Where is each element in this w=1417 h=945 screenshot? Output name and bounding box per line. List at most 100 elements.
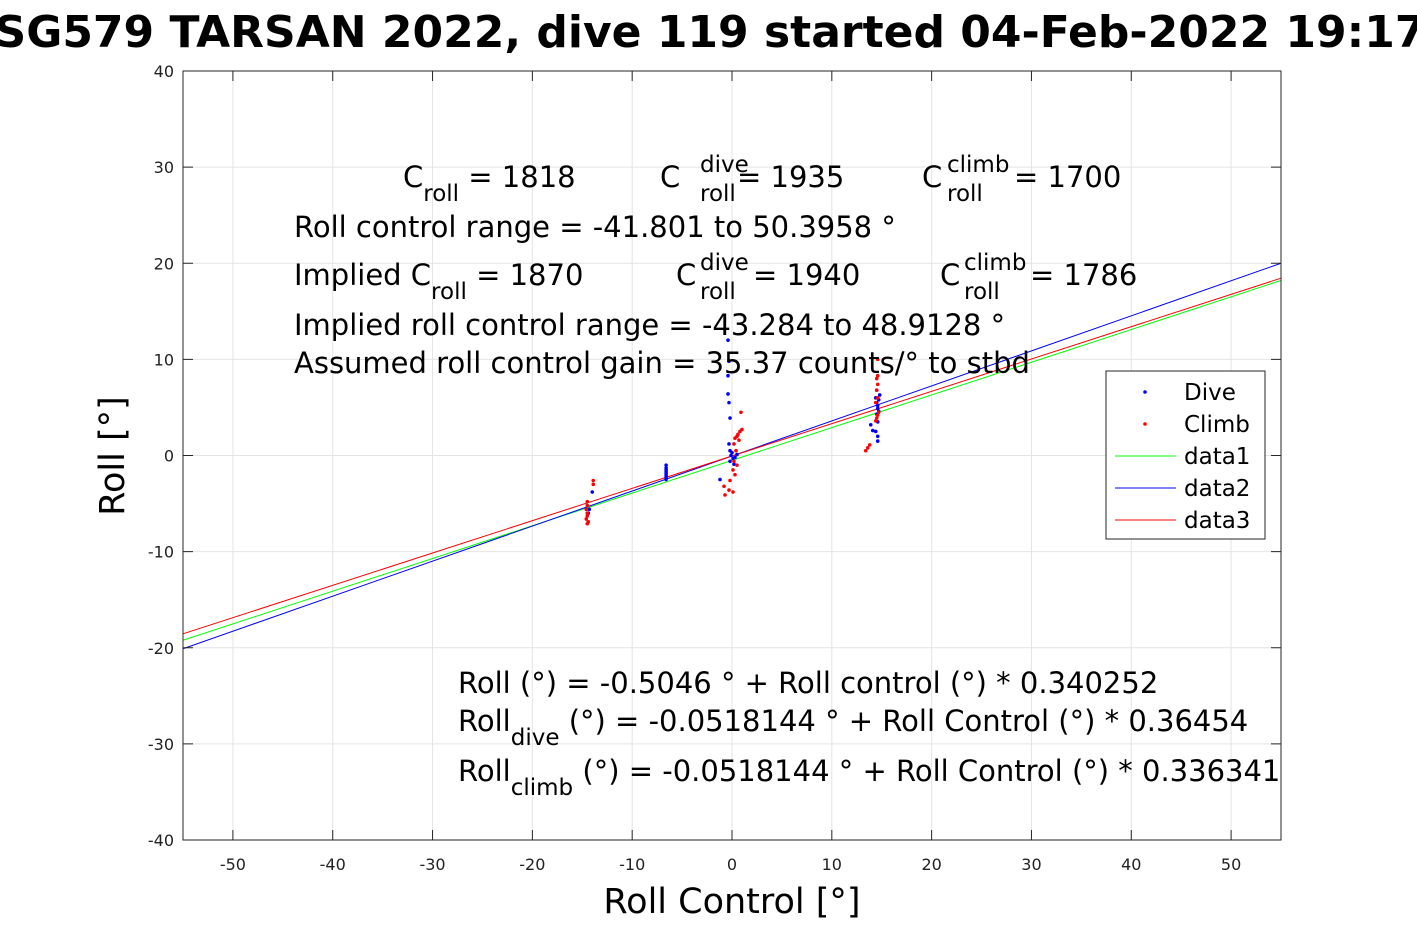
axis-ticks bbox=[183, 70, 1281, 841]
y-tick-label: 10 bbox=[154, 350, 174, 369]
y-tick-label: -10 bbox=[148, 543, 174, 562]
annotations: Croll = 1818 C dive roll = 1935 C climb … bbox=[294, 152, 1280, 801]
climb-point bbox=[585, 499, 590, 504]
climb-point bbox=[734, 448, 738, 453]
dive-point bbox=[877, 393, 882, 397]
annotation-implied-c-roll: Implied Croll = 1870 bbox=[294, 258, 583, 305]
dive-point bbox=[875, 403, 880, 408]
svg-text:dive: dive bbox=[700, 250, 749, 276]
climb-point bbox=[731, 490, 735, 494]
climb-point bbox=[876, 410, 881, 415]
dive-point bbox=[664, 477, 668, 482]
climb-point bbox=[873, 419, 878, 423]
dive-point bbox=[726, 373, 730, 378]
svg-text:climb: climb bbox=[964, 250, 1026, 276]
dive-point bbox=[590, 490, 595, 494]
svg-text:dive: dive bbox=[700, 152, 749, 178]
climb-point bbox=[731, 468, 735, 472]
annotation-control-range: Roll control range = -41.801 to 50.3958 … bbox=[294, 210, 896, 244]
x-tick-labels: -50 -40 -30 -20 -10 0 10 20 30 40 50 bbox=[220, 855, 1241, 874]
svg-text:roll: roll bbox=[700, 181, 736, 207]
annotation-c-roll: Croll = 1818 bbox=[403, 160, 576, 207]
annotation-implied-range: Implied roll control range = -43.284 to … bbox=[294, 308, 1005, 342]
climb-point bbox=[874, 416, 879, 420]
climb-point bbox=[735, 434, 739, 439]
climb-point bbox=[591, 478, 596, 483]
climb-point bbox=[874, 388, 879, 392]
annotation-fit-all: Roll (°) = -0.5046 ° + Roll control (°) … bbox=[458, 666, 1158, 700]
climb-point bbox=[723, 493, 727, 497]
svg-text:roll: roll bbox=[947, 181, 983, 207]
climb-point bbox=[585, 503, 590, 508]
climb-point bbox=[591, 482, 596, 487]
climb-point bbox=[727, 488, 731, 492]
svg-text:= 1935: = 1935 bbox=[737, 160, 844, 194]
annotation-gain: Assumed roll control gain = 35.37 counts… bbox=[294, 346, 1030, 380]
x-tick-label: 20 bbox=[921, 855, 941, 874]
dive-point bbox=[875, 439, 880, 443]
climb-point bbox=[585, 514, 590, 518]
annotation-fit-climb: Rollclimb (°) = -0.0518144 ° + Roll Cont… bbox=[458, 754, 1280, 801]
dive-point bbox=[875, 406, 880, 411]
legend-swatch-climb bbox=[1143, 422, 1147, 426]
climb-point bbox=[875, 382, 880, 387]
x-tick-label: -30 bbox=[419, 855, 445, 874]
climb-point bbox=[722, 484, 726, 489]
dive-point bbox=[726, 338, 730, 342]
svg-text:= 1700: = 1700 bbox=[1014, 160, 1121, 194]
y-tick-label: 30 bbox=[154, 158, 174, 177]
dive-point bbox=[664, 463, 668, 467]
x-tick-label: 10 bbox=[822, 855, 842, 874]
legend-label-data2: data2 bbox=[1184, 476, 1250, 502]
svg-text:C: C bbox=[922, 160, 942, 194]
dive-point bbox=[875, 434, 880, 439]
legend-box bbox=[1105, 370, 1266, 540]
svg-text:climb: climb bbox=[947, 152, 1009, 178]
svg-text:roll: roll bbox=[964, 279, 1000, 305]
y-tick-label: -40 bbox=[148, 831, 174, 850]
dive-point bbox=[870, 428, 875, 433]
x-tick-label: 0 bbox=[727, 855, 737, 874]
y-tick-label: -20 bbox=[148, 639, 174, 658]
climb-point bbox=[584, 517, 589, 521]
climb-point bbox=[873, 400, 878, 405]
dive-point bbox=[727, 400, 731, 405]
climb-point bbox=[732, 442, 736, 446]
dive-point bbox=[728, 459, 732, 464]
svg-text:roll: roll bbox=[700, 279, 736, 305]
y-tick-label: 40 bbox=[154, 62, 174, 81]
dive-point bbox=[718, 477, 722, 482]
dive-point bbox=[873, 429, 878, 434]
dive-point bbox=[726, 392, 730, 396]
dive-point bbox=[733, 455, 737, 460]
svg-text:= 1940: = 1940 bbox=[753, 258, 860, 292]
svg-text:C: C bbox=[676, 258, 696, 292]
x-tick-label: 40 bbox=[1121, 855, 1141, 874]
chart-title: SG579 TARSAN 2022, dive 119 started 04-F… bbox=[0, 7, 1417, 58]
dive-point bbox=[729, 453, 733, 458]
legend-label-climb: Climb bbox=[1184, 412, 1250, 438]
svg-text:C: C bbox=[940, 258, 960, 292]
svg-text:C: C bbox=[660, 160, 680, 194]
x-tick-label: 50 bbox=[1221, 855, 1241, 874]
climb-point bbox=[732, 459, 736, 464]
dive-point bbox=[728, 416, 732, 420]
climb-point bbox=[585, 521, 590, 526]
x-tick-label: 30 bbox=[1021, 855, 1041, 874]
dive-point bbox=[727, 359, 731, 364]
y-tick-label: -30 bbox=[148, 735, 174, 754]
annotation-implied-c-roll-dive: C dive roll = 1940 bbox=[676, 250, 860, 305]
climb-point bbox=[740, 427, 744, 432]
y-axis-label: Roll [°] bbox=[93, 396, 133, 516]
x-tick-label: -50 bbox=[220, 855, 246, 874]
svg-text:= 1786: = 1786 bbox=[1030, 258, 1137, 292]
annotation-c-roll-dive: C dive roll = 1935 bbox=[660, 152, 844, 207]
x-tick-label: -10 bbox=[619, 855, 645, 874]
dive-point bbox=[868, 422, 873, 427]
climb-point bbox=[739, 410, 743, 415]
data-points bbox=[584, 338, 882, 526]
climb-point bbox=[737, 438, 741, 442]
climb-point bbox=[863, 448, 868, 453]
climb-point bbox=[865, 446, 870, 450]
